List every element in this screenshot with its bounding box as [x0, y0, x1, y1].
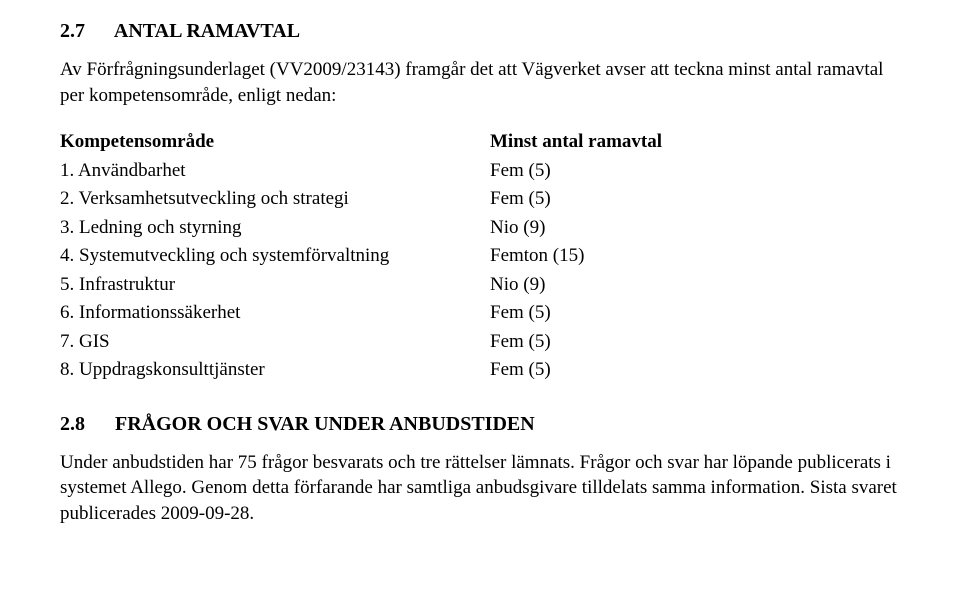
table-cell: 2. Verksamhetsutveckling och strategi: [60, 185, 490, 214]
table-cell: 8. Uppdragskonsulttjänster: [60, 356, 490, 385]
table-cell: Femton (15): [490, 242, 770, 271]
table-cell: 7. GIS: [60, 328, 490, 357]
table-row: 2. Verksamhetsutveckling och strategi Fe…: [60, 185, 770, 214]
table-cell: 1. Användbarhet: [60, 157, 490, 186]
table-cell: Fem (5): [490, 328, 770, 357]
section-title: FRÅGOR OCH SVAR UNDER ANBUDSTIDEN: [115, 413, 535, 435]
section-title: ANTAL RAMAVTAL: [114, 20, 300, 42]
table-header-col-a: Kompetensområde: [60, 128, 490, 157]
document-page: 2.7 ANTAL RAMAVTAL Av Förfrågningsunderl…: [0, 0, 960, 594]
table-cell: Fem (5): [490, 157, 770, 186]
section-heading-2-7: 2.7 ANTAL RAMAVTAL: [60, 20, 900, 43]
table-cell: Fem (5): [490, 299, 770, 328]
table-row: 1. Användbarhet Fem (5): [60, 157, 770, 186]
section-number: 2.8: [60, 413, 110, 436]
table-header-col-b: Minst antal ramavtal: [490, 128, 770, 157]
table-row: 5. Infrastruktur Nio (9): [60, 271, 770, 300]
section-number: 2.7: [60, 20, 110, 43]
table-cell: 4. Systemutveckling och systemförvaltnin…: [60, 242, 490, 271]
table-row: 8. Uppdragskonsulttjänster Fem (5): [60, 356, 770, 385]
table-cell: 5. Infrastruktur: [60, 271, 490, 300]
table-cell: Fem (5): [490, 185, 770, 214]
section-heading-2-8: 2.8 FRÅGOR OCH SVAR UNDER ANBUDSTIDEN: [60, 413, 900, 436]
table-header-row: Kompetensområde Minst antal ramavtal: [60, 128, 770, 157]
table-cell: Fem (5): [490, 356, 770, 385]
table-row: 7. GIS Fem (5): [60, 328, 770, 357]
kompetens-table: Kompetensområde Minst antal ramavtal 1. …: [60, 128, 770, 385]
table-cell: 6. Informationssäkerhet: [60, 299, 490, 328]
section-2-7-intro: Av Förfrågningsunderlaget (VV2009/23143)…: [60, 57, 900, 108]
table-cell: 3. Ledning och styrning: [60, 214, 490, 243]
table-row: 4. Systemutveckling och systemförvaltnin…: [60, 242, 770, 271]
table-row: 6. Informationssäkerhet Fem (5): [60, 299, 770, 328]
table-row: 3. Ledning och styrning Nio (9): [60, 214, 770, 243]
table-cell: Nio (9): [490, 271, 770, 300]
section-2-8-para: Under anbudstiden har 75 frågor besvarat…: [60, 450, 900, 527]
table-cell: Nio (9): [490, 214, 770, 243]
